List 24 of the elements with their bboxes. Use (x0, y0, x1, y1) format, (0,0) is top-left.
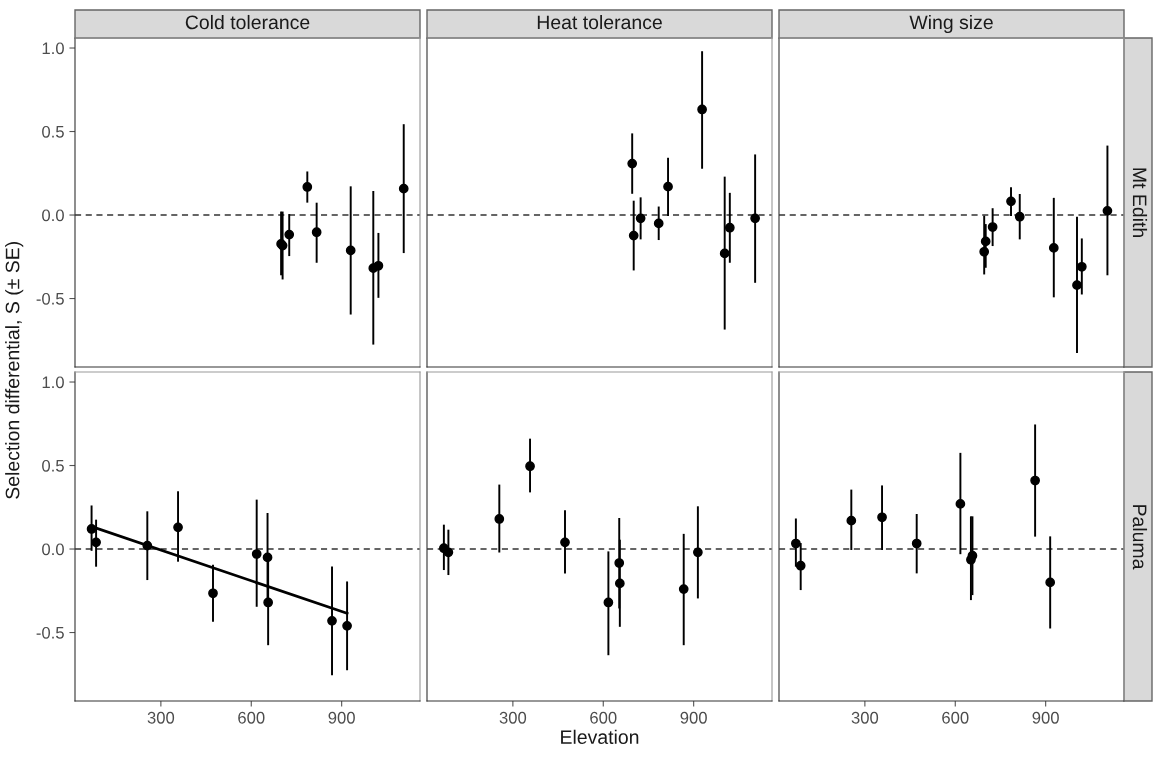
chart-title: Wing size (909, 14, 993, 34)
text: Paluma (1132, 505, 1148, 570)
y-tick-label: 0.5 (42, 125, 64, 138)
chart-title: Cold tolerance (185, 14, 310, 30)
x-tick-label: 600 (590, 711, 617, 724)
y-axis-title: Selection differential, S (± SE) (5, 242, 24, 499)
x-tick-label: 300 (851, 711, 879, 724)
y-tick-label: -0.5 (36, 292, 64, 305)
x-tick-label: 900 (680, 711, 707, 724)
y-tick-label: 0.0 (42, 543, 64, 556)
x-tick-label: 600 (942, 711, 969, 724)
y-tick-label: -0.5 (36, 626, 64, 639)
y-tick-label: 0.5 (42, 459, 64, 472)
y-tick-label: 1.0 (42, 42, 64, 55)
x-tick-label: 900 (328, 711, 355, 724)
x-tick-label: 900 (1032, 711, 1059, 724)
x-axis-title: Elevation (561, 729, 639, 745)
x-tick-label: 300 (147, 711, 175, 724)
text: Mt Edith (1132, 168, 1148, 237)
y-tick-label: 0.0 (42, 209, 64, 222)
y-tick-label: 1.0 (42, 376, 64, 389)
x-tick-label: 300 (499, 711, 527, 724)
chart-title: Heat tolerance (537, 14, 662, 30)
x-tick-label: 600 (238, 711, 265, 724)
